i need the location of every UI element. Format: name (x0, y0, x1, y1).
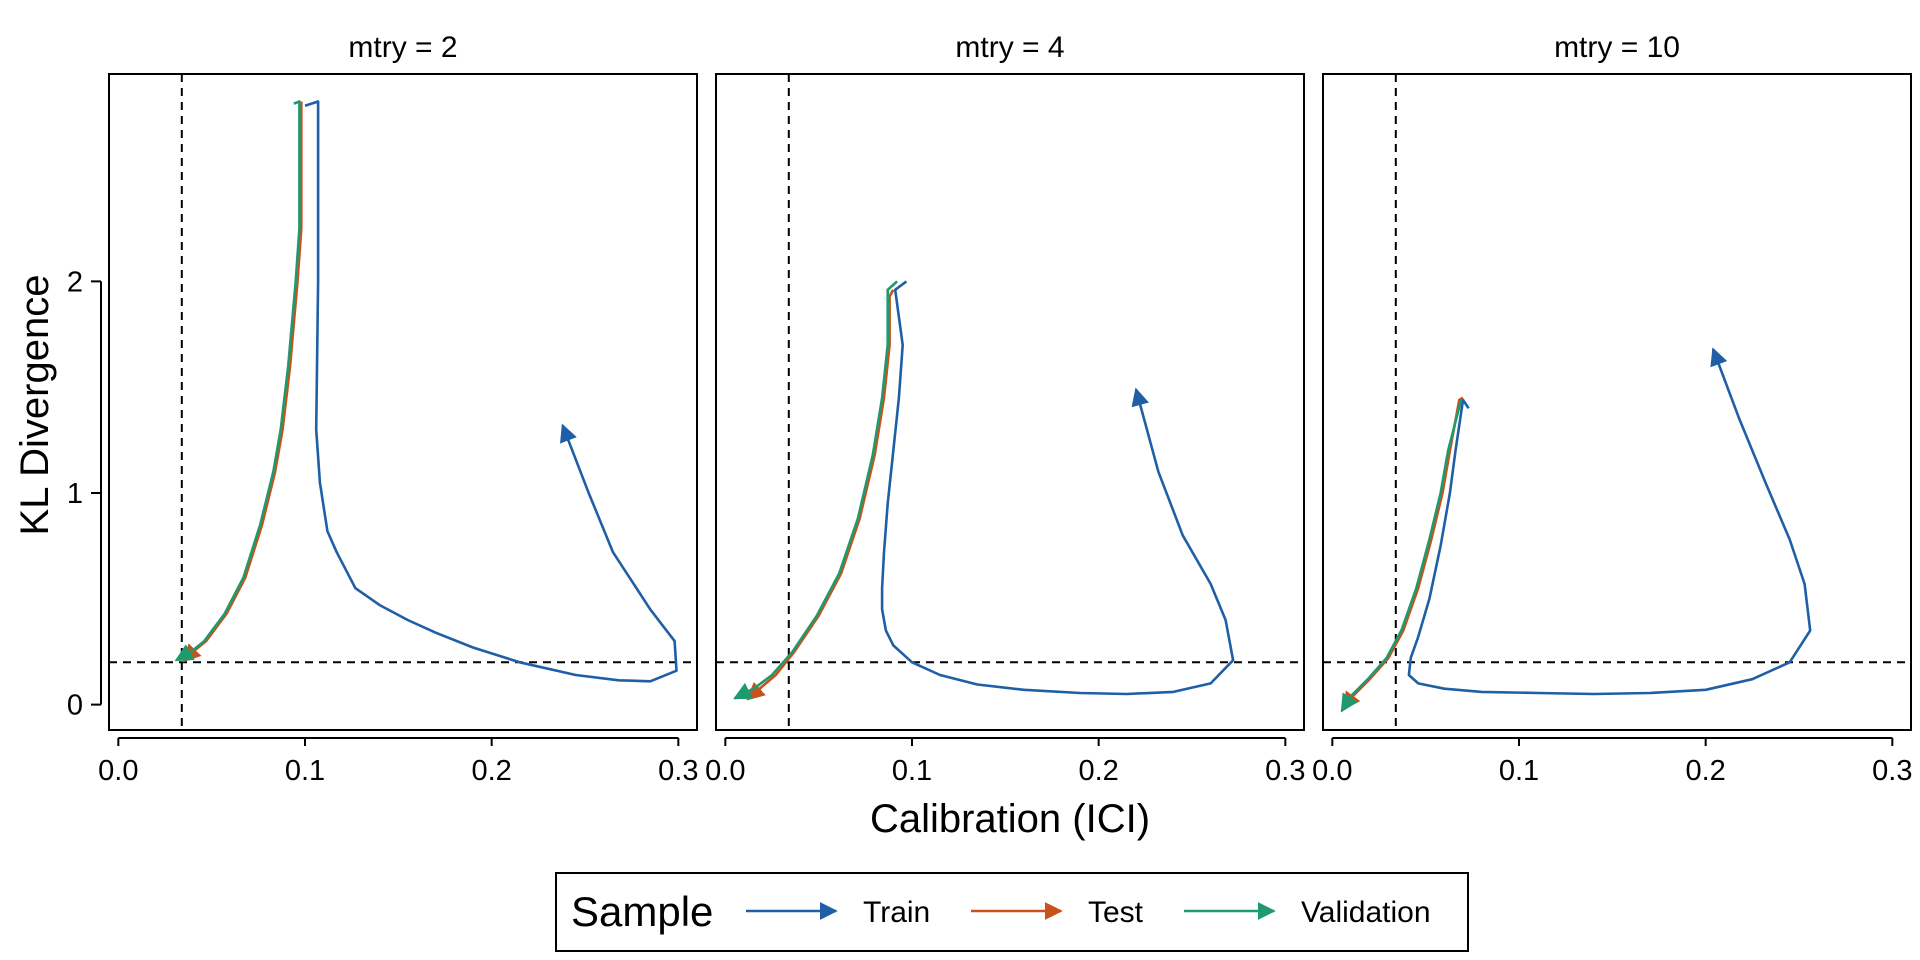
legend-entry-validation: Validation (1184, 896, 1431, 929)
legend-label: Test (1088, 896, 1144, 929)
x-tick-label: 0.2 (472, 755, 512, 787)
series-line-test (1342, 396, 1464, 711)
y-tick-label: 2 (67, 266, 83, 298)
panel-border (715, 73, 1305, 731)
x-tick-label: 0.2 (1079, 755, 1119, 787)
legend-entry-test: Test (971, 896, 1144, 929)
x-tick-label: 0.1 (285, 755, 325, 787)
x-tick-label: 0.3 (1265, 755, 1305, 787)
series-line-test (746, 289, 895, 701)
legend: Sample Train Test Validation (555, 872, 1469, 952)
x-tick-label: 0.0 (98, 755, 138, 787)
x-tick-label: 0.3 (658, 755, 698, 787)
legend-label: Validation (1301, 896, 1431, 929)
panel-title: mtry = 10 (1554, 31, 1680, 64)
x-tick-label: 0.0 (1312, 755, 1352, 787)
x-tick-label: 0.1 (892, 755, 932, 787)
legend-label: Train (863, 896, 930, 929)
panel-3: mtry = 10 0.0 0.1 0.2 0.3 (1312, 31, 1912, 787)
x-tick-label: 0.0 (705, 755, 745, 787)
series-line-train (1407, 347, 1812, 696)
facet-panels: mtry = 2 0.0 0.1 0.2 0.3 0 1 2 mtry = 4 0.0 0.1 0.2… (67, 31, 1913, 787)
y-axis-title: KL Divergence (13, 275, 57, 536)
series-line-train (304, 100, 678, 683)
panel-border (108, 73, 698, 731)
x-tick-label: 0.2 (1686, 755, 1726, 787)
x-tick-label: 0.3 (1872, 755, 1912, 787)
panel-1: mtry = 2 0.0 0.1 0.2 0.3 0 1 2 (67, 31, 699, 787)
series-line-train (880, 280, 1235, 696)
x-tick-label: 0.1 (1499, 755, 1539, 787)
series-line-validation (1340, 399, 1463, 713)
legend-title: Sample (571, 888, 713, 935)
panel-title: mtry = 2 (348, 31, 457, 64)
panel-title: mtry = 4 (955, 31, 1064, 64)
legend-entry-train: Train (746, 896, 930, 929)
panel-2: mtry = 4 0.0 0.1 0.2 0.3 (705, 31, 1305, 787)
series-line-validation (174, 100, 301, 662)
series-line-validation (733, 280, 898, 700)
panel-border (1322, 73, 1912, 731)
y-tick-label: 0 (67, 690, 83, 722)
y-tick-label: 1 (67, 478, 83, 510)
x-axis-title: Calibration (ICI) (870, 797, 1150, 841)
